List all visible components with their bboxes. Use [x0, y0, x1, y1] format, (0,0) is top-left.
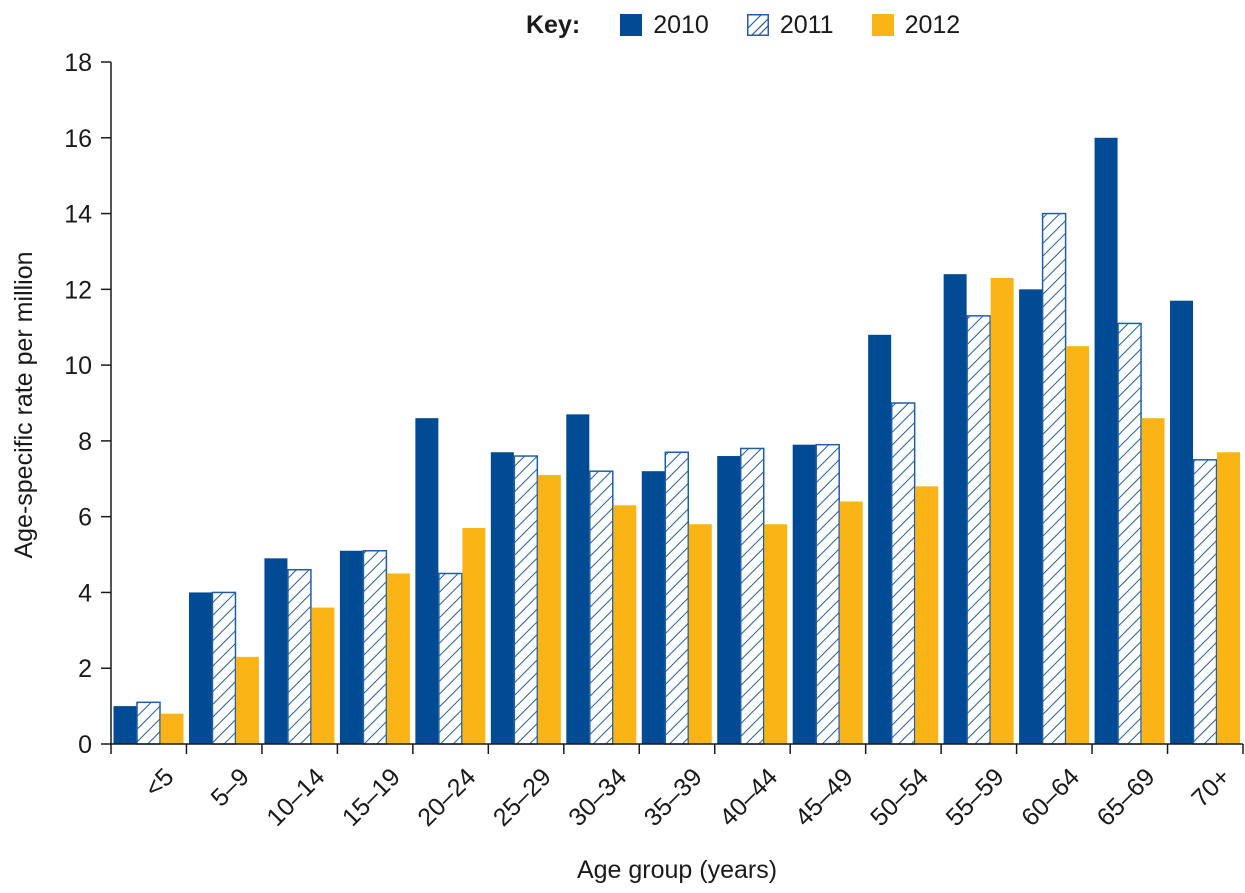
bar-2011-8 [739, 447, 765, 745]
y-tick-label-18: 18 [64, 49, 92, 77]
x-tick-label-1: 5–9 [206, 763, 255, 812]
bar-2010-2 [264, 558, 288, 744]
y-tick-label-4: 4 [78, 579, 92, 607]
x-tick-label-3: 15–19 [337, 763, 406, 832]
bar-2011-14 [1192, 459, 1218, 745]
legend-item-2012: 2012 [871, 10, 961, 40]
bar-2012-2 [311, 607, 335, 744]
legend-swatch-2010 [620, 14, 643, 36]
y-tick-label-16: 16 [64, 125, 92, 153]
x-tick-label-5: 25–29 [488, 763, 557, 832]
bar-2010-12 [1019, 289, 1043, 744]
bar-2011-9 [815, 443, 840, 745]
y-tick-label-8: 8 [78, 428, 92, 456]
legend-swatch-2012 [871, 14, 894, 36]
x-tick-label-6: 30–34 [563, 763, 632, 832]
bar-2011-1 [211, 591, 237, 745]
chart-legend: Key: 2010 2011 2012 [526, 8, 960, 42]
y-tick-label-2: 2 [78, 655, 92, 683]
y-tick-label-10: 10 [64, 352, 92, 380]
x-tick-label-2: 10–14 [261, 763, 330, 832]
bar-2010-11 [943, 274, 967, 744]
bar-2012-1 [235, 656, 259, 744]
legend-item-2011: 2011 [746, 10, 834, 40]
bar-2012-9 [839, 501, 863, 744]
bar-2012-0 [160, 713, 184, 744]
bar-2011-6 [589, 470, 614, 745]
x-tick-label-9: 45–49 [790, 763, 859, 832]
bar-2011-0 [136, 701, 161, 745]
bar-2011-11 [966, 315, 991, 745]
bar-2010-14 [1170, 300, 1194, 744]
bar-2012-6 [613, 505, 637, 744]
y-tick-label-12: 12 [64, 276, 92, 304]
bar-2011-13 [1117, 322, 1142, 745]
bar-2012-14 [1217, 452, 1241, 744]
bar-2011-2 [287, 568, 312, 745]
bar-2010-13 [1094, 137, 1118, 744]
x-tick-label-13: 65–69 [1092, 763, 1161, 832]
bar-2011-5 [513, 455, 539, 745]
x-tick-label-0: <5 [139, 763, 179, 803]
bar-2010-5 [490, 452, 514, 744]
y-axis-title: Age-specific rate per million [10, 251, 38, 558]
legend-label-2011: 2011 [779, 10, 834, 39]
bar-2012-5 [537, 474, 561, 744]
bar-2012-12 [1066, 346, 1090, 744]
bar-2011-3 [362, 550, 388, 745]
bars-group [113, 137, 1241, 745]
x-tick-label-14: 70+ [1186, 763, 1236, 813]
x-axis-title: Age group (years) [577, 856, 777, 884]
bar-2011-7 [664, 451, 690, 745]
y-tick-label-14: 14 [64, 201, 92, 229]
bar-2010-1 [188, 592, 212, 744]
legend-label-2012: 2012 [904, 10, 961, 39]
legend-label-2010: 2010 [653, 10, 709, 39]
x-tick-label-7: 35–39 [639, 763, 708, 832]
bar-2012-11 [990, 277, 1014, 744]
legend-item-2010: 2010 [620, 11, 709, 40]
legend-swatch-2011 [746, 14, 769, 36]
x-tick-label-12: 60–64 [1016, 763, 1085, 832]
bar-2012-10 [915, 486, 939, 744]
y-tick-label-0: 0 [78, 731, 92, 759]
bar-2012-4 [462, 528, 486, 744]
bar-2011-10 [890, 402, 916, 745]
bar-2010-8 [717, 456, 741, 744]
y-tick-label-6: 6 [78, 504, 92, 532]
bar-2010-0 [113, 706, 137, 744]
bar-2012-7 [688, 524, 712, 744]
bar-2010-7 [641, 471, 665, 744]
bar-2010-9 [792, 444, 816, 744]
legend-title: Key: [526, 10, 581, 39]
bar-2010-6 [566, 414, 590, 744]
bar-2011-4 [438, 572, 463, 745]
x-tick-label-8: 40–44 [714, 763, 783, 832]
bar-2010-10 [868, 334, 892, 744]
x-tick-label-11: 55–59 [941, 763, 1010, 832]
bar-2012-13 [1141, 418, 1165, 744]
bar-2011-12 [1041, 212, 1067, 745]
bar-2010-3 [339, 550, 363, 744]
x-tick-label-10: 50–54 [865, 763, 934, 832]
bar-2012-8 [764, 524, 788, 744]
x-tick-label-4: 20–24 [412, 763, 481, 832]
bar-2012-3 [386, 573, 410, 744]
bar-2010-4 [415, 418, 439, 744]
